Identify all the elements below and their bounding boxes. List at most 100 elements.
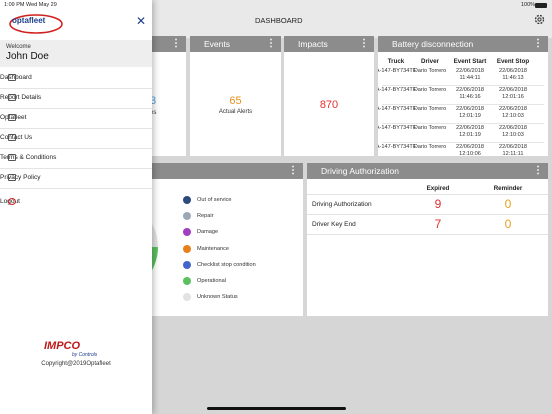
home-indicator	[207, 407, 346, 410]
expired-value: 7	[434, 217, 442, 231]
authorization-card[interactable]: Driving Authorization ⋮ Expired Reminder Dr…	[307, 163, 548, 316]
row-label: Driver Key End	[312, 221, 356, 228]
table-cell: A-147-BY734TF	[378, 68, 417, 74]
legend-label: Maintenance	[197, 245, 230, 252]
table-cell: Dario Torrero	[413, 144, 447, 150]
card-menu[interactable]: ⋮	[359, 38, 369, 49]
card-header: ⋮	[150, 163, 303, 179]
status-card[interactable]: ⋮ Out of service Repair Damage Maintenance C…	[150, 163, 303, 316]
card-menu[interactable]: ⋮	[533, 165, 543, 176]
table-cell: A-147-BY734TF	[378, 87, 417, 93]
copyright: Copyright@2019Optafleet	[41, 361, 111, 367]
legend-label: Out of service	[197, 197, 232, 203]
reminder-value: 0	[504, 197, 512, 211]
menu-icon	[8, 174, 16, 181]
legend-swatch	[183, 260, 191, 269]
menu-label: Report Details	[0, 94, 42, 101]
menu-item[interactable]: Optafleet	[0, 108, 152, 129]
side-menu: 1:09 PM Wed May 29 optafleet ✕ Welcome J…	[0, 0, 152, 414]
user-name: John Doe	[6, 51, 49, 62]
table-cell: 22/06/2018 12:01:16	[499, 87, 527, 100]
menu-item[interactable]: Terms & Conditions	[0, 148, 152, 169]
column-header: Event Stop	[496, 58, 530, 65]
legend-swatch	[183, 212, 191, 221]
table-cell: 22/06/2018 12:10:06	[456, 144, 484, 156]
table-cell: 22/06/2018 11:46:16	[456, 87, 484, 100]
menu-item[interactable]: Dashboard	[0, 68, 152, 89]
menu-icon	[8, 74, 16, 81]
card-header: Driving Authorization ⋮	[307, 163, 548, 179]
table-cell: A-147-BY734TF	[378, 125, 417, 131]
page-title: DASHBOARD	[255, 16, 303, 25]
column-header: Event Start	[453, 58, 487, 65]
menu-icon	[8, 198, 16, 205]
table-cell: 22/06/2018 12:10:03	[499, 106, 527, 119]
legend-label: Unknown Status	[197, 294, 238, 301]
card-menu[interactable]: ⋮	[288, 165, 298, 176]
menu-label: Privacy Policy	[0, 174, 41, 181]
status-date: Wed May 29	[26, 2, 57, 8]
menu-item[interactable]: Privacy Policy	[0, 168, 152, 189]
status-time: 1:09 PM	[4, 2, 25, 8]
card-header: Events ⋮	[190, 36, 281, 52]
pie-chart	[150, 220, 158, 274]
menu-item[interactable]: Logout	[0, 192, 152, 212]
brand-sub: by Controls	[72, 352, 98, 358]
card-menu[interactable]: ⋮	[171, 38, 181, 49]
column-header: Driver	[421, 58, 439, 65]
table-cell: 22/06/2018 12:11:11	[499, 144, 527, 156]
menu-icon	[8, 94, 16, 101]
battery-level: 100%	[521, 2, 536, 8]
card-value: 870	[319, 99, 339, 111]
logo-text: optafleet	[12, 16, 46, 25]
column-header: Reminder	[493, 185, 523, 192]
impacts-card[interactable]: Impacts ⋮ 870	[284, 36, 374, 156]
events-card[interactable]: Events ⋮ 65 Actual Alerts	[190, 36, 281, 156]
column-header: Truck	[387, 58, 405, 65]
table-cell: 22/06/2018 12:01:19	[456, 106, 484, 119]
brand-logo: IMPCO	[44, 340, 81, 352]
table-cell: Dario Torrero	[413, 68, 447, 74]
menu-item[interactable]: Contact Us	[0, 128, 152, 149]
settings-icon[interactable]	[534, 14, 545, 25]
card-title: Battery disconnection	[392, 39, 474, 49]
table-cell: A-147-BY734TF	[378, 106, 417, 112]
card-menu[interactable]: ⋮	[266, 38, 276, 49]
table-cell: 22/06/2018 11:46:13	[499, 68, 527, 81]
menu-label: Logout	[0, 198, 20, 205]
menu-item[interactable]: Report Details	[0, 88, 152, 109]
card-title: Driving Authorization	[321, 166, 399, 176]
table-cell: A-147-BY734TF	[378, 144, 417, 150]
menu-label: Dashboard	[0, 74, 32, 81]
card-title: Events	[204, 39, 230, 49]
card-title: Impacts	[298, 39, 328, 49]
welcome-block	[0, 40, 152, 67]
menu-label: Terms & Conditions	[0, 154, 57, 161]
table-cell: Dario Torrero	[413, 106, 447, 112]
legend-swatch	[183, 196, 191, 204]
row-divider	[307, 194, 548, 195]
row-divider	[382, 85, 544, 86]
reminder-value: 0	[504, 217, 512, 231]
legend-label: Operational	[197, 278, 226, 284]
welcome-label: Welcome	[6, 44, 31, 50]
legend-swatch	[183, 244, 191, 253]
table-cell: 22/06/2018 12:10:03	[499, 125, 527, 138]
card-header: Battery disconnection ⋮	[378, 36, 548, 52]
row-divider	[382, 104, 544, 105]
legend-swatch	[183, 228, 191, 237]
row-divider	[382, 123, 544, 124]
battery-card[interactable]: Battery disconnection ⋮ Truck Driver Event …	[378, 36, 548, 156]
card-header: Impacts ⋮	[284, 36, 374, 52]
menu-label: Optafleet	[0, 114, 27, 121]
card-value: 3	[150, 95, 157, 107]
menu-icon	[8, 134, 16, 141]
menu-icon	[8, 154, 16, 161]
card-label: Actual Alerts	[218, 109, 253, 115]
logo	[9, 14, 63, 34]
close-button[interactable]: ✕	[136, 14, 147, 28]
expired-value: 9	[434, 197, 442, 211]
table-cell: Dario Torrero	[413, 125, 447, 131]
card-menu[interactable]: ⋮	[533, 38, 543, 49]
